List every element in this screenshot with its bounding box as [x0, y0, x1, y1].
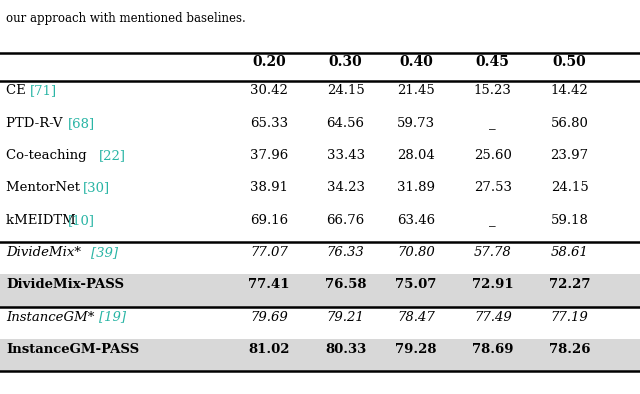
Text: [30]: [30] [83, 181, 110, 194]
Text: CE: CE [6, 84, 31, 97]
Text: 38.91: 38.91 [250, 181, 288, 194]
Text: 72.91: 72.91 [472, 278, 514, 291]
Text: [71]: [71] [29, 84, 56, 97]
Text: 59.73: 59.73 [397, 117, 435, 130]
Text: 0.20: 0.20 [252, 55, 285, 69]
Text: _: _ [490, 117, 496, 130]
Text: 15.23: 15.23 [474, 84, 512, 97]
Text: 79.69: 79.69 [250, 310, 287, 323]
Text: kMEIDTM: kMEIDTM [6, 214, 81, 227]
Text: 78.47: 78.47 [397, 310, 435, 323]
Text: 58.61: 58.61 [551, 246, 588, 259]
Text: 33.43: 33.43 [326, 149, 365, 162]
Text: 63.46: 63.46 [397, 214, 435, 227]
Text: [19]: [19] [99, 310, 125, 323]
Text: Co-teaching: Co-teaching [6, 149, 92, 162]
Text: _: _ [490, 214, 496, 227]
Text: our approach with mentioned baselines.: our approach with mentioned baselines. [6, 12, 246, 25]
Text: [10]: [10] [68, 214, 95, 227]
Text: 69.16: 69.16 [250, 214, 288, 227]
FancyBboxPatch shape [0, 339, 640, 372]
Text: 0.45: 0.45 [476, 55, 509, 69]
Text: 65.33: 65.33 [250, 117, 288, 130]
Text: InstanceGM*: InstanceGM* [6, 310, 99, 323]
Text: 0.30: 0.30 [329, 55, 362, 69]
Text: 76.33: 76.33 [327, 246, 364, 259]
Text: 0.50: 0.50 [553, 55, 586, 69]
FancyBboxPatch shape [0, 275, 640, 307]
Text: 80.33: 80.33 [325, 343, 366, 356]
Text: PTD-R-V: PTD-R-V [6, 117, 67, 130]
Text: 57.78: 57.78 [474, 246, 511, 259]
Text: 0.40: 0.40 [399, 55, 433, 69]
Text: [39]: [39] [91, 246, 118, 259]
Text: 37.96: 37.96 [250, 149, 288, 162]
Text: 81.02: 81.02 [248, 343, 289, 356]
Text: 34.23: 34.23 [326, 181, 365, 194]
Text: 70.80: 70.80 [397, 246, 435, 259]
Text: 25.60: 25.60 [474, 149, 512, 162]
Text: 28.04: 28.04 [397, 149, 435, 162]
Text: 79.21: 79.21 [327, 310, 364, 323]
Text: 59.18: 59.18 [550, 214, 589, 227]
Text: 21.45: 21.45 [397, 84, 435, 97]
Text: 31.89: 31.89 [397, 181, 435, 194]
Text: 72.27: 72.27 [549, 278, 590, 291]
Text: 77.07: 77.07 [250, 246, 287, 259]
Text: 30.42: 30.42 [250, 84, 288, 97]
Text: DivideMix-PASS: DivideMix-PASS [6, 278, 124, 291]
Text: 64.56: 64.56 [326, 117, 365, 130]
Text: 27.53: 27.53 [474, 181, 512, 194]
Text: 66.76: 66.76 [326, 214, 365, 227]
Text: 78.26: 78.26 [549, 343, 590, 356]
Text: 77.41: 77.41 [248, 278, 289, 291]
Text: [68]: [68] [68, 117, 95, 130]
Text: 24.15: 24.15 [327, 84, 364, 97]
Text: 14.42: 14.42 [551, 84, 588, 97]
Text: DivideMix*: DivideMix* [6, 246, 86, 259]
Text: [22]: [22] [99, 149, 125, 162]
Text: 23.97: 23.97 [550, 149, 589, 162]
Text: 79.28: 79.28 [396, 343, 436, 356]
Text: MentorNet: MentorNet [6, 181, 84, 194]
Text: InstanceGM-PASS: InstanceGM-PASS [6, 343, 140, 356]
Text: 78.69: 78.69 [472, 343, 513, 356]
Text: 75.07: 75.07 [396, 278, 436, 291]
Text: 77.19: 77.19 [551, 310, 588, 323]
Text: 24.15: 24.15 [551, 181, 588, 194]
Text: 56.80: 56.80 [550, 117, 589, 130]
Text: 77.49: 77.49 [474, 310, 511, 323]
Text: 76.58: 76.58 [325, 278, 366, 291]
